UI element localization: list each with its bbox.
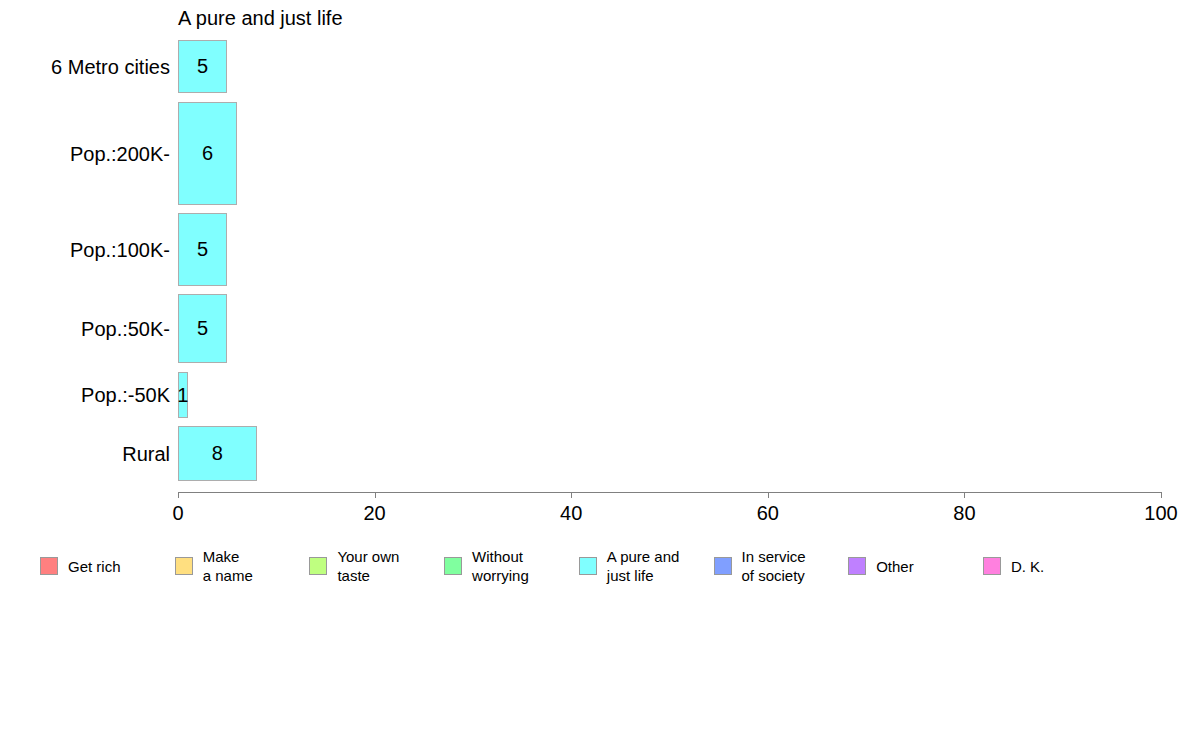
category-label: Pop.:-50K [0,381,170,409]
category-label: Pop.:200K- [0,140,170,168]
legend-item: In service of society [714,542,806,590]
legend-label: A pure and just life [607,547,680,585]
x-axis-tick [1161,492,1162,498]
x-axis-tick [571,492,572,498]
legend-item: Other [848,542,914,590]
legend-label: Get rich [68,557,121,576]
bar: 1 [178,372,188,418]
bar: 8 [178,426,257,481]
legend-swatch [175,557,193,575]
x-axis-tick-label: 20 [335,502,415,525]
x-axis-tick [964,492,965,498]
bar-value-label: 1 [177,384,188,407]
bar-value-label: 5 [197,238,208,261]
legend-swatch [579,557,597,575]
category-label: Pop.:50K- [0,315,170,343]
legend-label: Your own taste [337,547,399,585]
x-axis-tick-label: 100 [1121,502,1188,525]
legend-label: Make a name [203,547,253,585]
x-axis-tick-label: 60 [728,502,808,525]
bar-value-label: 6 [202,142,213,165]
legend-swatch [309,557,327,575]
bar: 5 [178,213,227,286]
legend-label: In service of society [742,547,806,585]
legend-swatch [848,557,866,575]
bar-value-label: 5 [197,55,208,78]
category-label: 6 Metro cities [0,53,170,81]
x-axis-tick [768,492,769,498]
x-axis-tick [178,492,179,498]
x-axis-line [178,492,1162,493]
legend-swatch [444,557,462,575]
legend-swatch [983,557,1001,575]
bar-chart: A pure and just life 6 Metro cities 5 Pop.… [0,0,1188,736]
legend-item: Make a name [175,542,253,590]
bar-value-label: 8 [212,442,223,465]
legend-item: Get rich [40,542,121,590]
bar: 5 [178,294,227,363]
x-axis-tick-label: 40 [531,502,611,525]
legend-item: Without worrying [444,542,529,590]
legend-swatch [40,557,58,575]
category-label: Pop.:100K- [0,236,170,264]
legend-label: Other [876,557,914,576]
x-axis-tick [375,492,376,498]
legend-label: Without worrying [472,547,529,585]
legend-swatch [714,557,732,575]
legend-item: D. K. [983,542,1044,590]
legend-item: A pure and just life [579,542,680,590]
bar: 6 [178,102,237,205]
chart-title: A pure and just life [178,7,343,30]
x-axis-tick-label: 0 [138,502,218,525]
legend-label: D. K. [1011,557,1044,576]
category-label: Rural [0,440,170,468]
x-axis-tick-label: 80 [924,502,1004,525]
bar: 5 [178,40,227,93]
bar-value-label: 5 [197,317,208,340]
legend-item: Your own taste [309,542,399,590]
